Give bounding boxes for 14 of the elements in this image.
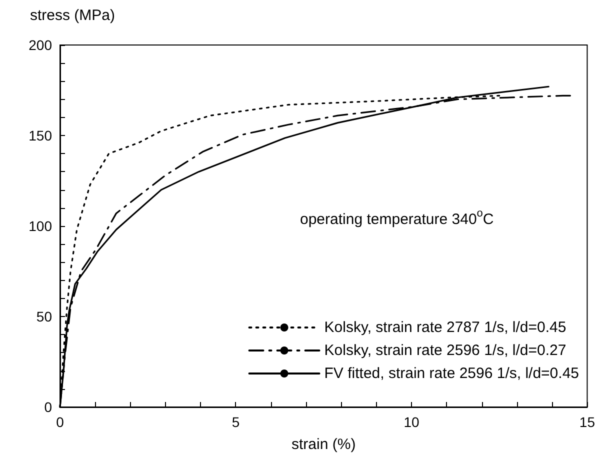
y-axis-title: stress (MPa)	[30, 7, 116, 24]
legend-label: Kolsky, strain rate 2787 1/s, l/d=0.45	[324, 319, 566, 336]
y-tick-label: 200	[28, 37, 52, 53]
x-tick-label: 5	[232, 414, 240, 430]
legend-label: Kolsky, strain rate 2596 1/s, l/d=0.27	[324, 342, 566, 359]
x-tick-label: 0	[56, 414, 64, 430]
x-axis-title: strain (%)	[292, 436, 356, 453]
y-tick-label: 150	[28, 128, 52, 144]
x-tick-label: 15	[579, 414, 596, 430]
y-tick-label: 50	[36, 308, 52, 324]
y-tick-label: 100	[28, 218, 52, 234]
legend-label: FV fitted, strain rate 2596 1/s, l/d=0.45	[324, 365, 580, 382]
x-tick-label: 10	[404, 414, 420, 430]
y-tick-label: 0	[44, 399, 52, 415]
